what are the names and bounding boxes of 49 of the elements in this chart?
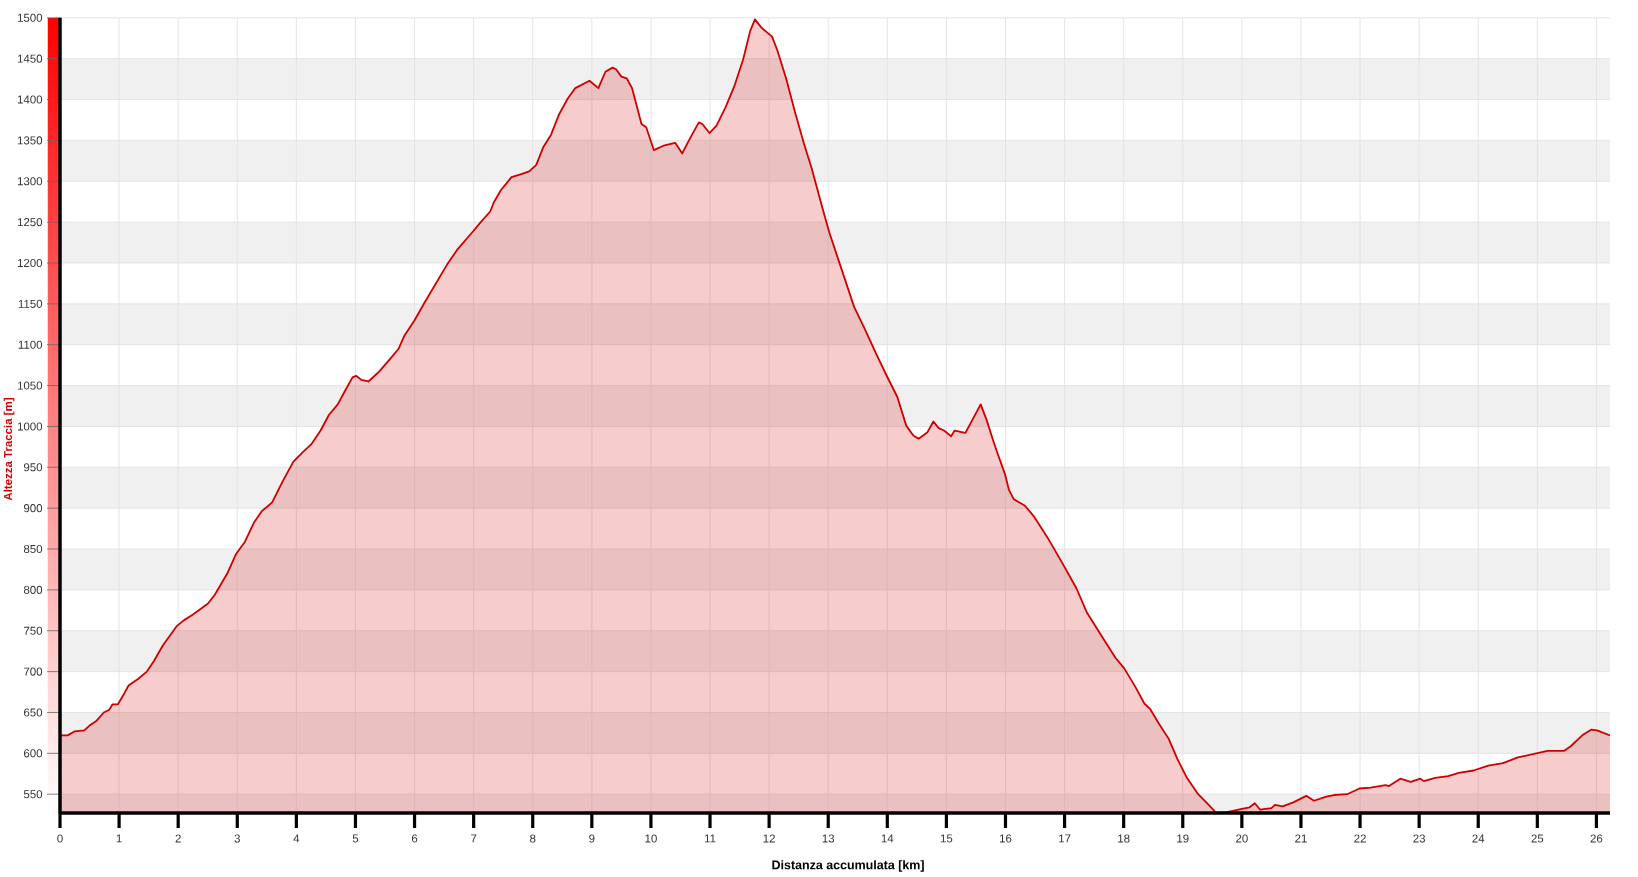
x-tick-label: 20 — [1236, 834, 1248, 843]
x-tick-label: 4 — [293, 834, 300, 843]
x-tick-label: 19 — [1177, 834, 1189, 843]
y-tick-label: 950 — [23, 463, 43, 472]
x-tick-label: 10 — [645, 834, 657, 843]
y-tick-label: 1350 — [17, 136, 43, 145]
x-tick-label: 25 — [1531, 834, 1544, 843]
x-tick-label: 22 — [1354, 834, 1366, 843]
y-tick-label: 750 — [24, 626, 43, 635]
y-tick-label: 1100 — [18, 340, 43, 349]
y-tick-label: 1300 — [17, 177, 43, 186]
x-tick-label: 8 — [530, 834, 536, 843]
x-tick-label: 0 — [57, 834, 63, 843]
y-tick-label: 1000 — [17, 422, 43, 431]
x-axis-title: Distanza accumulata [km] — [772, 860, 924, 872]
y-tick-label: 1150 — [18, 299, 43, 308]
x-tick-label: 26 — [1590, 834, 1603, 843]
y-tick-label: 1500 — [17, 13, 43, 22]
y-tick-label: 650 — [24, 708, 43, 717]
x-tick-label: 16 — [999, 834, 1012, 843]
x-tick-label: 1 — [116, 834, 122, 843]
y-tick-label: 1250 — [17, 218, 43, 227]
y-axis-title: Altezza Traccia [m] — [3, 398, 15, 501]
x-tick-label: 2 — [175, 834, 181, 843]
x-tick-label: 18 — [1118, 834, 1130, 843]
x-tick-label: 7 — [471, 834, 477, 843]
y-tick-label: 1450 — [17, 54, 43, 63]
x-tick-label: 5 — [352, 834, 359, 843]
y-tick-label: 1050 — [17, 381, 43, 390]
x-tick-label: 24 — [1472, 834, 1485, 843]
y-tick-label: 700 — [24, 667, 43, 676]
x-tick-label: 13 — [822, 834, 835, 843]
x-tick-label: 6 — [411, 834, 418, 843]
x-tick-label: 12 — [763, 834, 775, 843]
y-tick-label: 900 — [23, 504, 43, 513]
x-tick-label: 11 — [704, 834, 716, 843]
y-tick-label: 800 — [23, 585, 43, 594]
y-tick-label: 550 — [23, 790, 43, 799]
y-tick-label: 1400 — [17, 95, 43, 104]
y-tick-label: 600 — [24, 749, 43, 758]
x-tick-label: 3 — [234, 834, 240, 843]
x-tick-label: 21 — [1295, 834, 1307, 843]
x-tick-label: 23 — [1413, 834, 1425, 843]
x-tick-label: 14 — [881, 834, 894, 843]
y-tick-label: 1200 — [17, 258, 43, 268]
x-tick-label: 15 — [940, 834, 953, 843]
x-tick-label: 9 — [589, 834, 595, 843]
x-tick-label: 17 — [1059, 834, 1071, 843]
y-tick-label: 850 — [23, 544, 43, 554]
